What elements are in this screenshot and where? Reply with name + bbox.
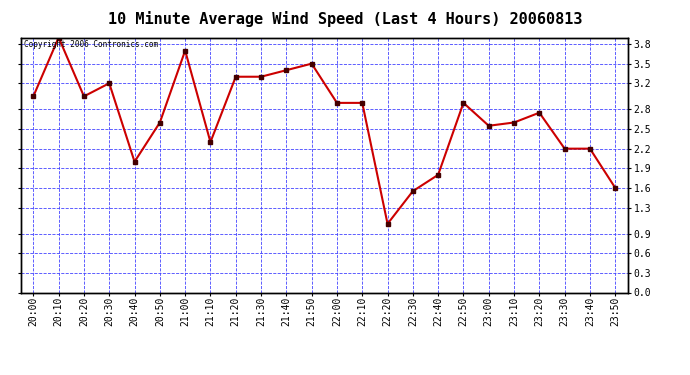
Text: Copyright 2006 Contronics.com: Copyright 2006 Contronics.com (23, 40, 158, 49)
Text: 10 Minute Average Wind Speed (Last 4 Hours) 20060813: 10 Minute Average Wind Speed (Last 4 Hou… (108, 11, 582, 27)
